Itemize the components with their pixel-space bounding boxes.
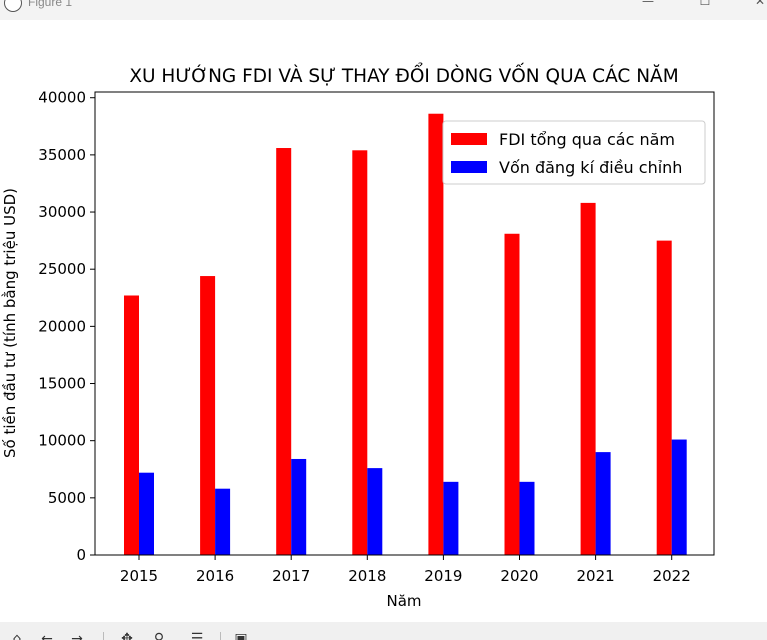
y-tick-label: 25000 xyxy=(38,260,86,278)
x-tick-label: 2015 xyxy=(120,567,158,585)
y-tick-label: 20000 xyxy=(38,317,86,335)
matplotlib-logo-icon xyxy=(4,0,22,12)
bar-chart: 0 5000 10000 15000 20000 25000 30000 35000 40000… xyxy=(1,63,715,610)
x-tick-label: 2017 xyxy=(272,567,310,585)
bar-fdi-2020 xyxy=(504,233,520,555)
pan-icon[interactable]: ✥ xyxy=(121,631,133,640)
save-icon[interactable]: ▣ xyxy=(234,631,248,640)
bar-fdi-2022 xyxy=(656,240,672,555)
minimize-button[interactable]: — xyxy=(642,0,654,8)
x-tick-label: 2019 xyxy=(424,567,462,585)
x-tick-label: 2016 xyxy=(196,567,234,585)
bar-adjusted-2016 xyxy=(215,488,231,555)
x-tick-label: 2020 xyxy=(500,567,538,585)
y-tick-label: 35000 xyxy=(38,146,86,164)
legend-box xyxy=(442,120,706,185)
y-tick-label: 15000 xyxy=(38,375,86,393)
y-tick-label: 10000 xyxy=(38,432,86,450)
legend-label: FDI tổng qua các năm xyxy=(499,130,675,149)
toolbar-separator xyxy=(103,632,104,640)
legend-swatch xyxy=(451,133,487,145)
bar-fdi-2021 xyxy=(580,202,596,555)
navigation-toolbar: ⌂ ← → ✥ ⚲ ☰ ▣ xyxy=(0,622,767,640)
close-button[interactable]: ✕ xyxy=(754,0,766,8)
y-tick-label: 30000 xyxy=(38,203,86,221)
bar-adjusted-2021 xyxy=(595,452,611,555)
bar-fdi-2019 xyxy=(428,113,444,556)
bar-fdi-2015 xyxy=(124,295,139,555)
window-titlebar: Figure 1 — ☐ ✕ xyxy=(0,0,767,20)
bar-adjusted-2017 xyxy=(291,458,307,555)
legend-label: Vốn đăng kí điều chỉnh xyxy=(499,158,682,177)
y-axis-label: Số tiền đầu tư (tính bằng triệu USD) xyxy=(1,188,19,458)
toolbar-separator xyxy=(220,632,221,640)
home-icon[interactable]: ⌂ xyxy=(12,631,22,640)
bar-fdi-2017 xyxy=(276,148,292,556)
maximize-button[interactable]: ☐ xyxy=(699,0,711,8)
figure-canvas: 0 5000 10000 15000 20000 25000 30000 35000 40000… xyxy=(0,20,767,624)
legend: FDI tổng qua các năm Vốn đăng kí điều chỉ… xyxy=(442,120,706,185)
bar-fdi-2018 xyxy=(352,150,368,555)
x-tick-label: 2021 xyxy=(577,567,615,585)
configure-subplots-icon[interactable]: ☰ xyxy=(190,631,204,640)
y-tick-label: 40000 xyxy=(38,89,86,107)
bar-adjusted-2019 xyxy=(443,481,459,555)
x-axis-label: Năm xyxy=(386,592,421,610)
back-arrow-icon[interactable]: ← xyxy=(41,631,53,640)
x-tick-label: 2022 xyxy=(653,567,691,585)
bar-adjusted-2018 xyxy=(367,468,383,555)
chart-title: XU HƯỚNG FDI VÀ SỰ THAY ĐỔI DÒNG VỐN QUA… xyxy=(129,63,678,87)
y-tick-label: 5000 xyxy=(48,489,86,507)
forward-arrow-icon[interactable]: → xyxy=(71,631,83,640)
zoom-icon[interactable]: ⚲ xyxy=(153,631,165,640)
y-tick-label: 0 xyxy=(76,546,86,564)
bar-adjusted-2022 xyxy=(671,439,687,555)
bar-adjusted-2020 xyxy=(519,481,535,555)
window-title: Figure 1 xyxy=(28,0,73,9)
legend-swatch xyxy=(451,161,487,173)
bar-adjusted-2015 xyxy=(139,472,154,555)
x-tick-label: 2018 xyxy=(348,567,386,585)
axes-frame xyxy=(94,91,715,556)
bar-fdi-2016 xyxy=(200,276,216,555)
